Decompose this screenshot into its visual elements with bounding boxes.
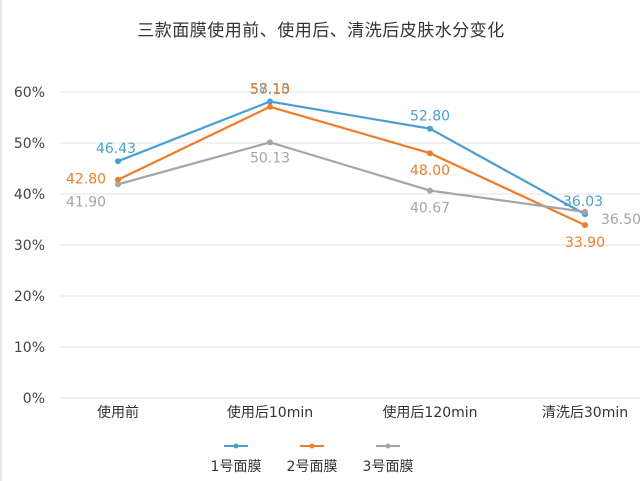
y-tick-label: 10% — [14, 340, 45, 356]
data-point-marker — [582, 222, 588, 229]
legend-marker-icon — [309, 443, 315, 449]
data-label: 41.90 — [66, 194, 106, 210]
y-tick-label: 40% — [14, 187, 45, 203]
left-border — [0, 0, 2, 481]
data-point-marker — [115, 158, 121, 165]
legend-label: 1号面膜 — [211, 459, 262, 475]
y-tick-label: 0% — [23, 391, 45, 407]
data-label: 50.13 — [250, 150, 290, 166]
data-point-marker — [115, 176, 121, 183]
y-tick-label: 60% — [14, 85, 45, 101]
y-tick-label: 30% — [14, 238, 45, 254]
data-point-marker — [267, 139, 273, 146]
data-label: 42.80 — [66, 172, 106, 188]
x-tick-label: 清洗后30min — [542, 405, 628, 421]
data-point-marker — [427, 125, 433, 132]
data-label: 48.00 — [410, 163, 450, 179]
chart-title: 三款面膜使用前、使用后、清洗后皮肤水分变化 — [137, 21, 505, 41]
series-line — [117, 105, 586, 227]
data-point-marker — [427, 187, 433, 194]
legend-marker-icon — [233, 443, 239, 449]
data-label: 58.13 — [250, 82, 290, 98]
x-tick-label: 使用后120min — [382, 404, 477, 421]
legend-label: 2号面膜 — [287, 459, 338, 475]
data-point-marker — [582, 208, 588, 215]
legend-label: 3号面膜 — [363, 459, 414, 475]
data-point-marker — [267, 98, 273, 105]
y-tick-label: 20% — [14, 289, 45, 305]
data-label: 40.67 — [410, 201, 450, 217]
series-line — [117, 100, 586, 216]
x-tick-label: 使用后10min — [227, 404, 313, 421]
data-label: 33.90 — [565, 235, 605, 251]
data-label: 46.43 — [96, 141, 136, 157]
series-line — [117, 141, 586, 213]
data-label: 36.03 — [563, 194, 603, 210]
data-label: 52.80 — [410, 109, 450, 125]
y-tick-label: 50% — [14, 136, 45, 152]
data-label: 57.10 — [250, 82, 290, 98]
data-point-marker — [115, 181, 121, 188]
x-tick-label: 使用前 — [97, 404, 139, 421]
legend-marker-icon — [385, 443, 391, 449]
data-point-marker — [427, 150, 433, 157]
data-label: 36.50 — [601, 212, 641, 228]
data-point-marker — [267, 103, 273, 110]
